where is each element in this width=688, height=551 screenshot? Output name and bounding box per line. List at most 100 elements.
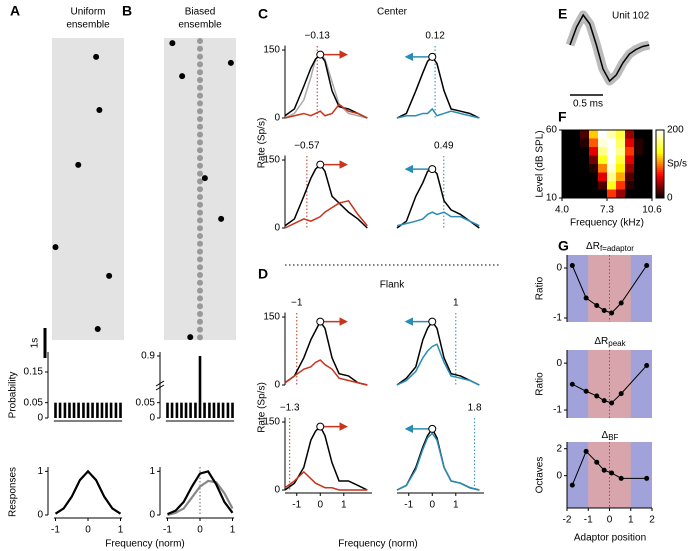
heat-cell <box>634 164 644 173</box>
heat-cell <box>571 138 581 148</box>
y-tick-label: 0 <box>149 413 155 424</box>
summary-point <box>569 263 575 268</box>
heat-cell <box>598 138 608 148</box>
heat-cell <box>625 155 635 165</box>
heat-cell <box>589 138 599 148</box>
colorbar-step <box>656 190 664 193</box>
summary-point <box>618 475 624 481</box>
heat-cell <box>580 138 590 148</box>
colorbar-step <box>656 152 664 155</box>
colorbar-step <box>656 134 664 137</box>
panel-title: Center <box>377 7 408 18</box>
biased-stimulus <box>197 287 203 294</box>
y-axis-label: Rate (Sp/s) <box>257 118 268 169</box>
colorbar-step <box>656 130 664 133</box>
y-tick-label: -1 <box>553 313 562 324</box>
biased-stimulus <box>197 45 203 52</box>
biased-stimulus <box>197 318 203 325</box>
y-tick-label: 0.9 <box>141 351 155 362</box>
x-tick-label: -2 <box>563 515 572 526</box>
heat-cell <box>616 181 626 190</box>
peak-marker <box>316 422 325 431</box>
adaptor-label: 1 <box>453 298 459 309</box>
biased-stimulus <box>197 178 203 185</box>
summary-point <box>583 388 589 394</box>
summary-point <box>644 475 650 481</box>
colorbar-step <box>656 158 664 161</box>
axis-break <box>155 380 165 391</box>
x-tick-label: 10.6 <box>642 205 662 216</box>
x-axis-label: Frequency (norm) <box>105 539 184 550</box>
heat-cell <box>562 147 572 156</box>
adaptor-label: 1.8 <box>468 403 482 414</box>
biased-stimulus <box>197 139 203 146</box>
y-tick-label: 2 <box>556 443 562 454</box>
heat-cell <box>607 138 617 148</box>
x-tick-label: 0 <box>197 525 203 536</box>
panel-label: D <box>258 266 268 282</box>
biased-stimulus <box>197 311 203 317</box>
waveform-band <box>565 10 651 86</box>
y-axis-label: Ratio <box>535 372 546 396</box>
biased-stimulus <box>197 326 203 333</box>
heat-cell <box>625 130 635 139</box>
peak-marker <box>428 52 437 61</box>
heat-cell <box>634 189 644 199</box>
panel-title: ΔRf=adaptor <box>586 241 634 253</box>
biased-stimulus <box>197 225 203 232</box>
heat-cell <box>580 172 590 182</box>
biased-stimulus <box>197 186 203 193</box>
heat-cell <box>571 164 581 173</box>
heat-cell <box>634 130 644 139</box>
tuning-curve <box>284 103 368 119</box>
heat-cell <box>643 130 653 139</box>
prob-bar <box>100 402 104 418</box>
biased-stimulus <box>197 279 203 286</box>
tuning-curve <box>284 199 368 229</box>
x-axis-label: Adaptor position <box>574 533 646 544</box>
stimulus <box>94 326 101 332</box>
stimulus <box>201 175 208 182</box>
prob-bar <box>96 402 99 418</box>
biased-stimulus <box>197 256 203 263</box>
biased-stimulus <box>197 170 203 177</box>
heat-cell <box>634 181 644 190</box>
heat-cell <box>589 172 599 182</box>
x-tick-label: 0 <box>607 515 613 526</box>
tuning-curve <box>396 432 480 491</box>
panel-label: F <box>558 109 567 125</box>
summary-point <box>594 459 600 465</box>
heat-cell <box>598 155 608 165</box>
colorbar-frame <box>655 129 665 199</box>
biased-stimulus <box>197 61 203 68</box>
x-tick-label: 4.0 <box>555 205 569 216</box>
peak-marker <box>428 165 437 174</box>
heat-cell <box>562 172 572 182</box>
x-tick-label: 2 <box>649 515 655 526</box>
prob-bar <box>231 402 234 418</box>
adaptor-label: 0.12 <box>425 31 445 42</box>
colorbar-step <box>656 174 664 177</box>
colorbar-step <box>656 160 664 163</box>
heat-cell <box>643 147 653 156</box>
heat-cell <box>598 147 608 156</box>
prob-bar <box>208 402 211 418</box>
peak-marker <box>316 317 325 326</box>
panel-title: Uniform <box>70 7 105 18</box>
x-tick-label: 1 <box>230 525 236 536</box>
colorbar-tick-label: 0 <box>667 193 673 204</box>
colorbar-step <box>656 150 664 153</box>
y-tick-label: 0.15 <box>24 367 44 378</box>
summary-point <box>609 470 615 476</box>
summary-point <box>594 303 600 308</box>
unit-title: Unit 102 <box>612 11 650 22</box>
scale-bar-label: 1s <box>30 338 41 349</box>
adaptor-label: −1.3 <box>280 403 300 414</box>
colorbar-step <box>656 168 664 171</box>
colorbar-step <box>656 196 664 199</box>
tuning-curve <box>284 320 368 386</box>
biased-stimulus <box>197 264 203 271</box>
panel-title: ΔRpeak <box>594 336 626 348</box>
biased-stimulus <box>197 38 203 44</box>
y-tick-label: 0 <box>556 263 562 274</box>
